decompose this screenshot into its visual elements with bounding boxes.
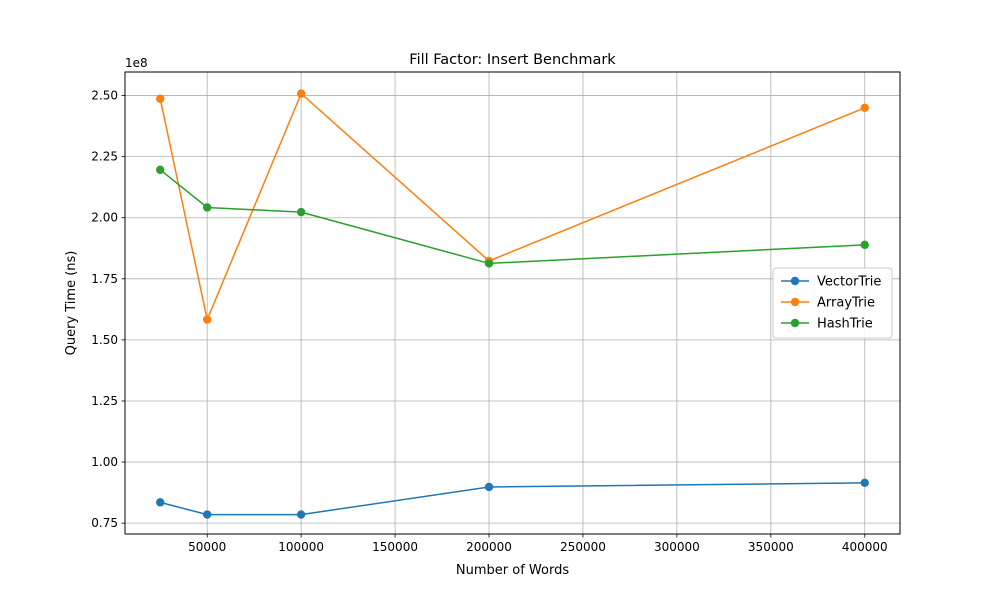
y-tick-label: 0.75 bbox=[91, 516, 118, 530]
series-group bbox=[156, 89, 869, 519]
legend-marker-arraytrie bbox=[790, 297, 800, 307]
y-axis-ticks: 0.75 1.00 1.25 1.50 1.75 2.00 2.25 2.50 bbox=[91, 89, 125, 530]
data-point-vectortrie bbox=[484, 482, 494, 492]
x-tick-label: 150000 bbox=[372, 540, 418, 554]
x-tick-label: 50000 bbox=[188, 540, 226, 554]
data-point-hashtrie bbox=[296, 207, 306, 217]
y-axis-offset-label: 1e8 bbox=[125, 56, 148, 70]
legend-label-vectortrie: VectorTrie bbox=[817, 275, 881, 290]
legend-box bbox=[772, 267, 893, 339]
x-tick-label: 300000 bbox=[654, 540, 700, 554]
data-point-arraytrie bbox=[156, 94, 165, 103]
data-point-vectortrie bbox=[296, 510, 306, 519]
legend-marker-vectortrie bbox=[790, 276, 800, 286]
data-point-vectortrie bbox=[860, 478, 869, 488]
x-tick-label: 350000 bbox=[748, 540, 794, 554]
data-point-vectortrie bbox=[202, 510, 212, 519]
y-axis-label: Query Time (ns) bbox=[64, 251, 79, 356]
y-tick-label: 2.00 bbox=[91, 211, 118, 225]
legend-marker-hashtrie bbox=[790, 318, 800, 328]
plot-frame bbox=[124, 71, 901, 535]
x-tick-label: 400000 bbox=[842, 540, 888, 554]
data-point-hashtrie bbox=[860, 240, 869, 250]
x-axis-ticks: 50000 100000 150000 200000 250000 300000 35000… bbox=[188, 534, 888, 554]
grid-lines bbox=[125, 72, 900, 534]
y-tick-label: 1.00 bbox=[91, 455, 118, 469]
x-axis-label: Number of Words bbox=[456, 563, 569, 578]
data-point-arraytrie bbox=[296, 89, 306, 98]
data-point-hashtrie bbox=[156, 165, 165, 175]
legend-label-hashtrie: HashTrie bbox=[817, 317, 873, 332]
y-tick-label: 2.25 bbox=[91, 150, 118, 164]
legend-label-arraytrie: ArrayTrie bbox=[817, 296, 875, 311]
data-point-vectortrie bbox=[156, 498, 165, 507]
x-tick-label: 200000 bbox=[466, 540, 512, 554]
y-tick-label: 1.50 bbox=[91, 333, 118, 347]
data-point-hashtrie bbox=[484, 259, 494, 268]
legend: VectorTrie ArrayTrie HashTrie bbox=[772, 267, 893, 339]
data-point-hashtrie bbox=[202, 203, 212, 212]
data-point-arraytrie bbox=[202, 315, 212, 324]
data-point-arraytrie bbox=[860, 103, 869, 112]
y-tick-label: 2.50 bbox=[91, 89, 118, 103]
y-tick-label: 1.75 bbox=[91, 272, 118, 286]
x-tick-label: 250000 bbox=[560, 540, 606, 554]
x-tick-label: 100000 bbox=[278, 540, 324, 554]
chart-title: Fill Factor: Insert Benchmark bbox=[409, 52, 616, 68]
y-tick-label: 1.25 bbox=[91, 394, 118, 408]
